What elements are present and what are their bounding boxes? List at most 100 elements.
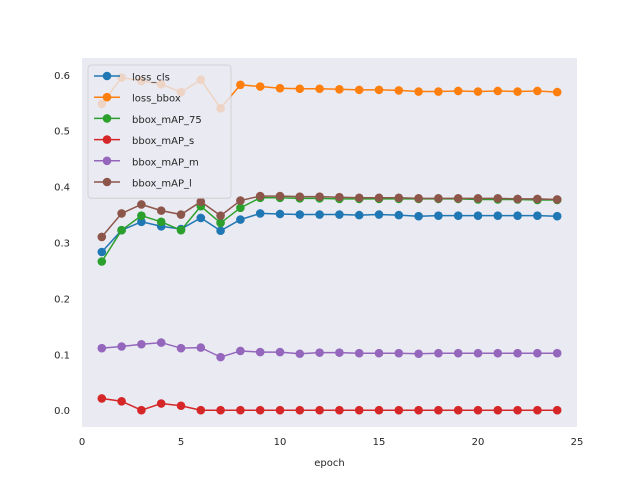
legend-label: bbox_mAP_s bbox=[132, 136, 194, 147]
legend-label: loss_bbox bbox=[132, 94, 181, 105]
data-point bbox=[295, 349, 305, 359]
legend-item: bbox_mAP_75 bbox=[94, 114, 202, 126]
y-tick-label: 0.4 bbox=[54, 183, 70, 194]
data-point bbox=[137, 200, 146, 209]
data-point bbox=[453, 86, 463, 96]
data-point bbox=[236, 203, 245, 213]
data-point bbox=[394, 405, 404, 415]
data-point bbox=[493, 348, 503, 358]
y-tick-label: 0.0 bbox=[54, 406, 70, 417]
data-point bbox=[533, 86, 542, 96]
series-bbox-map-l bbox=[97, 191, 562, 242]
legend-item: bbox_mAP_m bbox=[94, 156, 199, 168]
data-point bbox=[513, 87, 522, 96]
data-point bbox=[216, 211, 225, 220]
series-bbox-map-s bbox=[97, 394, 562, 415]
data-point bbox=[275, 347, 285, 357]
data-point bbox=[275, 83, 285, 93]
data-point bbox=[453, 194, 463, 203]
data-point bbox=[97, 247, 107, 257]
data-point bbox=[473, 348, 483, 358]
data-point bbox=[335, 85, 344, 94]
data-point bbox=[117, 209, 126, 218]
data-point bbox=[216, 218, 225, 228]
x-tick-label: 0 bbox=[79, 437, 85, 448]
data-point bbox=[394, 86, 404, 95]
data-point bbox=[354, 193, 364, 203]
data-point bbox=[216, 405, 225, 415]
data-point bbox=[335, 210, 344, 219]
data-point bbox=[434, 194, 443, 203]
ticks-layer: 0 5 10 15 20 25 0.0 0.1 0.2 0.3 0.4 0.5 0.6 bbox=[54, 71, 583, 448]
data-point bbox=[394, 193, 404, 203]
data-point bbox=[434, 211, 443, 220]
data-point bbox=[236, 80, 245, 90]
data-point bbox=[236, 196, 245, 205]
data-point bbox=[255, 82, 265, 91]
data-point bbox=[137, 211, 146, 220]
data-point bbox=[295, 405, 305, 415]
data-point bbox=[117, 396, 126, 406]
data-point bbox=[236, 405, 245, 415]
data-point bbox=[552, 195, 562, 204]
data-point bbox=[513, 211, 522, 220]
data-point bbox=[434, 405, 443, 415]
data-point bbox=[176, 225, 186, 235]
legend-item: bbox_mAP_s bbox=[94, 135, 194, 147]
data-point bbox=[176, 401, 186, 411]
data-point bbox=[473, 87, 483, 96]
data-point bbox=[97, 257, 107, 266]
legend: loss_cls loss_bbox bbox_mAP_75 bbox_mAP_sbb… bbox=[87, 64, 232, 199]
data-point bbox=[275, 405, 285, 415]
data-point bbox=[374, 210, 384, 219]
data-point bbox=[315, 192, 324, 201]
data-point bbox=[374, 348, 384, 358]
data-point bbox=[374, 405, 384, 415]
data-point bbox=[216, 352, 225, 362]
y-tick-label: 0.5 bbox=[54, 127, 70, 138]
data-point bbox=[97, 232, 107, 242]
legend-item: loss_bbox bbox=[94, 92, 181, 105]
legend-marker bbox=[102, 177, 112, 187]
data-point bbox=[295, 192, 305, 201]
data-point bbox=[255, 405, 265, 415]
legend-item: bbox_mAP_l bbox=[94, 177, 192, 190]
data-point bbox=[414, 194, 423, 203]
legend-box bbox=[87, 64, 232, 199]
legend-label: loss_cls bbox=[132, 73, 170, 84]
data-point bbox=[97, 394, 107, 403]
data-point bbox=[434, 348, 443, 358]
data-point bbox=[394, 210, 404, 220]
data-point bbox=[236, 346, 245, 356]
data-point bbox=[374, 193, 384, 203]
data-point bbox=[473, 194, 483, 203]
legend-marker bbox=[102, 135, 112, 144]
data-point bbox=[453, 211, 463, 220]
data-point bbox=[453, 348, 463, 358]
data-point bbox=[315, 348, 324, 357]
data-point bbox=[533, 348, 542, 358]
data-point bbox=[374, 85, 384, 95]
data-point bbox=[414, 405, 423, 415]
data-point bbox=[513, 405, 522, 415]
legend-label: bbox_mAP_m bbox=[132, 157, 199, 168]
data-point bbox=[394, 348, 404, 358]
legend-marker bbox=[102, 71, 112, 81]
data-point bbox=[137, 217, 146, 227]
data-point bbox=[434, 87, 443, 96]
data-point bbox=[315, 405, 324, 415]
series-layer bbox=[97, 73, 562, 415]
data-point bbox=[414, 211, 423, 221]
data-point bbox=[414, 349, 423, 359]
data-point bbox=[354, 210, 364, 220]
data-point bbox=[335, 348, 344, 357]
data-point bbox=[552, 211, 562, 221]
data-point bbox=[414, 87, 423, 96]
data-point bbox=[533, 211, 542, 220]
legend-label: bbox_mAP_75 bbox=[132, 115, 202, 126]
data-point bbox=[354, 85, 364, 95]
data-point bbox=[156, 338, 166, 347]
data-point bbox=[493, 194, 503, 203]
data-point bbox=[315, 84, 324, 94]
data-point bbox=[156, 217, 166, 227]
